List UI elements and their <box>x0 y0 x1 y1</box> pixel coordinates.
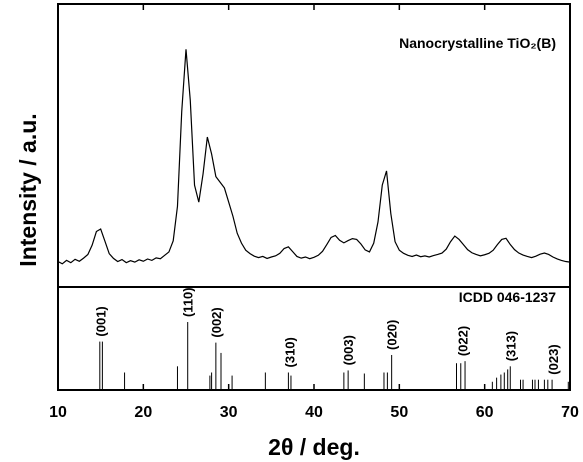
panel-title: Nanocrystalline TiO₂(B) <box>399 35 556 51</box>
x-tick-label: 20 <box>134 404 152 421</box>
x-tick-label: 30 <box>220 404 238 421</box>
peak-label: (020) <box>385 320 400 350</box>
x-axis-label: 2θ / deg. <box>268 434 360 460</box>
plot-frame <box>57 3 571 391</box>
xrd-pattern <box>57 49 571 265</box>
y-axis-label: Intensity / a.u. <box>15 113 41 266</box>
panel-title: ICDD 046-1237 <box>459 289 556 305</box>
peak-label: (313) <box>503 331 518 361</box>
x-tick-label: 50 <box>390 404 408 421</box>
peak-label: (003) <box>341 335 356 365</box>
x-tick-label: 70 <box>561 404 579 421</box>
peak-label: (002) <box>209 307 224 337</box>
x-tick-label: 40 <box>305 404 323 421</box>
x-tick-label: 10 <box>49 404 67 421</box>
peak-label: (001) <box>94 306 109 336</box>
peak-label: (110) <box>181 287 196 317</box>
peak-label: (023) <box>546 344 561 374</box>
peak-label: (022) <box>455 326 470 356</box>
x-tick-label: 60 <box>476 404 494 421</box>
peak-label: (310) <box>282 337 297 367</box>
